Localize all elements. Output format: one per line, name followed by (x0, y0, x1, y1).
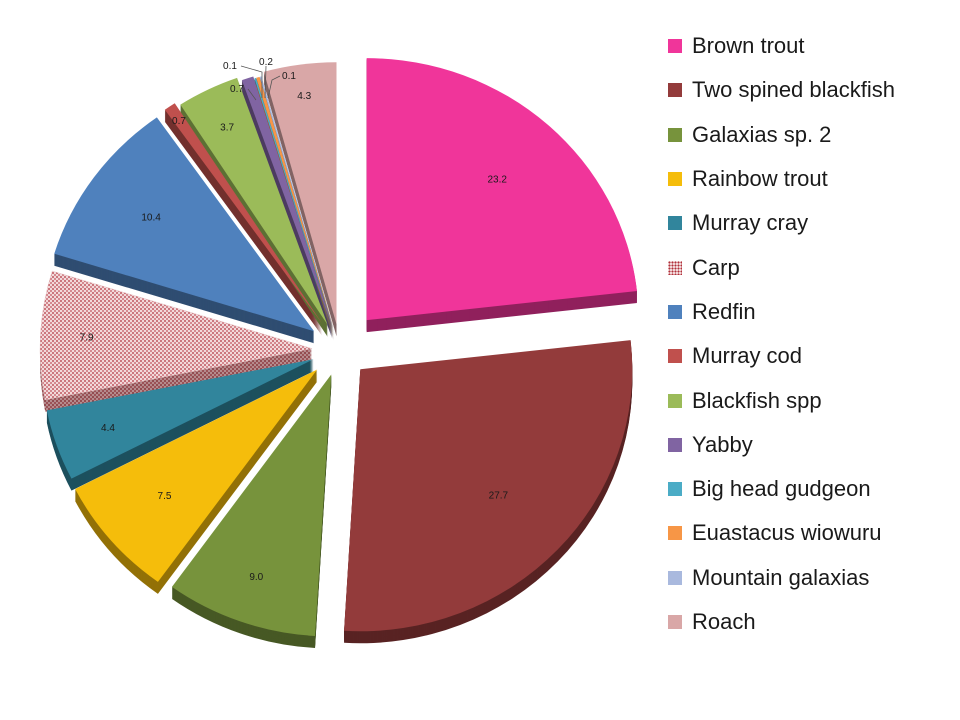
legend-label: Big head gudgeon (692, 476, 871, 502)
legend-item-big-head-gudgeon: Big head gudgeon (668, 467, 895, 511)
slice-carp (39, 270, 313, 401)
legend-item-carp: Carp (668, 245, 895, 289)
leader-line-big-head-gudgeon (240, 65, 263, 98)
legend-item-brown-trout: Brown trout (668, 24, 895, 68)
legend-item-yabby: Yabby (668, 423, 895, 467)
legend-item-murray-cod: Murray cod (668, 334, 895, 378)
legend-swatch (668, 39, 682, 54)
data-label-murray-cray: 4.4 (101, 423, 115, 434)
legend-label: Redfin (692, 298, 756, 324)
legend-label: Two spined blackfish (692, 77, 895, 103)
slice-murray-cray (46, 359, 314, 479)
legend-label: Euastacus wiowuru (692, 520, 882, 546)
data-label-two-spined-blackfish: 27.7 (489, 491, 509, 502)
legend-label: Rainbow trout (692, 166, 828, 192)
leader-line-yabby (247, 88, 257, 101)
data-label-brown-trout: 23.2 (487, 175, 507, 186)
legend-label: Carp (692, 254, 740, 280)
data-label-mountain-galaxias: 0.1 (282, 71, 296, 82)
legend-swatch (668, 570, 682, 585)
data-label-carp: 7.9 (80, 332, 94, 343)
legend-label: Yabby (692, 431, 753, 457)
legend-item-euastacus-wiowuru: Euastacus wiowuru (668, 511, 895, 555)
data-label-galaxias-sp-2: 9.0 (249, 572, 263, 583)
slice-murray-cod (164, 103, 323, 324)
legend-item-rainbow-trout: Rainbow trout (668, 157, 895, 201)
slice-mountain-galaxias (259, 76, 335, 329)
slice-euastacus-wiowuru (256, 76, 334, 329)
legend-label: Blackfish spp (692, 387, 822, 413)
legend-swatch (668, 526, 682, 541)
slice-galaxias-sp-2 (171, 374, 332, 637)
legend-label: Mountain galaxias (692, 564, 870, 590)
slice-two-spined-blackfish (344, 340, 633, 632)
data-label-roach: 4.3 (297, 91, 311, 102)
slice-redfin (54, 117, 315, 332)
data-label-rainbow-trout: 7.5 (158, 491, 172, 502)
slice-rainbow-trout (75, 369, 318, 582)
legend-swatch (668, 172, 682, 187)
data-label-murray-cod: 0.7 (172, 116, 186, 127)
legend-swatch (668, 349, 682, 364)
leader-line-mountain-galaxias (267, 75, 281, 99)
legend-swatch (668, 83, 682, 98)
legend-item-two-spined-blackfish: Two spined blackfish (668, 68, 895, 112)
data-label-euastacus-wiowuru: 0.2 (259, 57, 273, 68)
slice-roach (263, 62, 337, 325)
slice-blackfish-spp (180, 77, 328, 325)
legend-swatch (668, 437, 682, 452)
legend-item-roach: Roach (668, 600, 895, 644)
legend-swatch (668, 127, 682, 142)
legend-swatch (668, 216, 682, 231)
legend-label: Roach (692, 609, 756, 634)
data-label-big-head-gudgeon: 0.1 (223, 61, 237, 72)
legend-item-blackfish-spp: Blackfish spp (668, 378, 895, 422)
legend-label: Murray cod (692, 343, 803, 369)
legend-swatch (668, 393, 682, 408)
data-label-redfin: 10.4 (141, 212, 161, 223)
legend-item-murray-cray: Murray cray (668, 201, 895, 245)
legend-item-galaxias-sp-2: Galaxias sp. 2 (668, 113, 895, 157)
legend: Brown trout Two spined blackfish Galaxias … (668, 24, 895, 644)
legend-label: Galaxias sp. 2 (692, 121, 832, 147)
slice-big-head-gudgeon (254, 77, 334, 329)
slice-yabby (241, 76, 333, 328)
legend-swatch (668, 615, 682, 629)
leader-line-euastacus-wiowuru (264, 65, 267, 99)
data-label-yabby: 0.7 (230, 84, 244, 95)
legend-swatch (668, 260, 682, 275)
data-label-blackfish-spp: 3.7 (220, 122, 234, 133)
legend-swatch (668, 482, 682, 497)
legend-item-mountain-galaxias: Mountain galaxias (668, 556, 895, 600)
slice-brown-trout (366, 58, 637, 321)
legend-item-redfin: Redfin (668, 290, 895, 334)
legend-label: Murray cray (692, 210, 809, 236)
legend-label: Brown trout (692, 33, 805, 59)
legend-swatch (668, 304, 682, 319)
